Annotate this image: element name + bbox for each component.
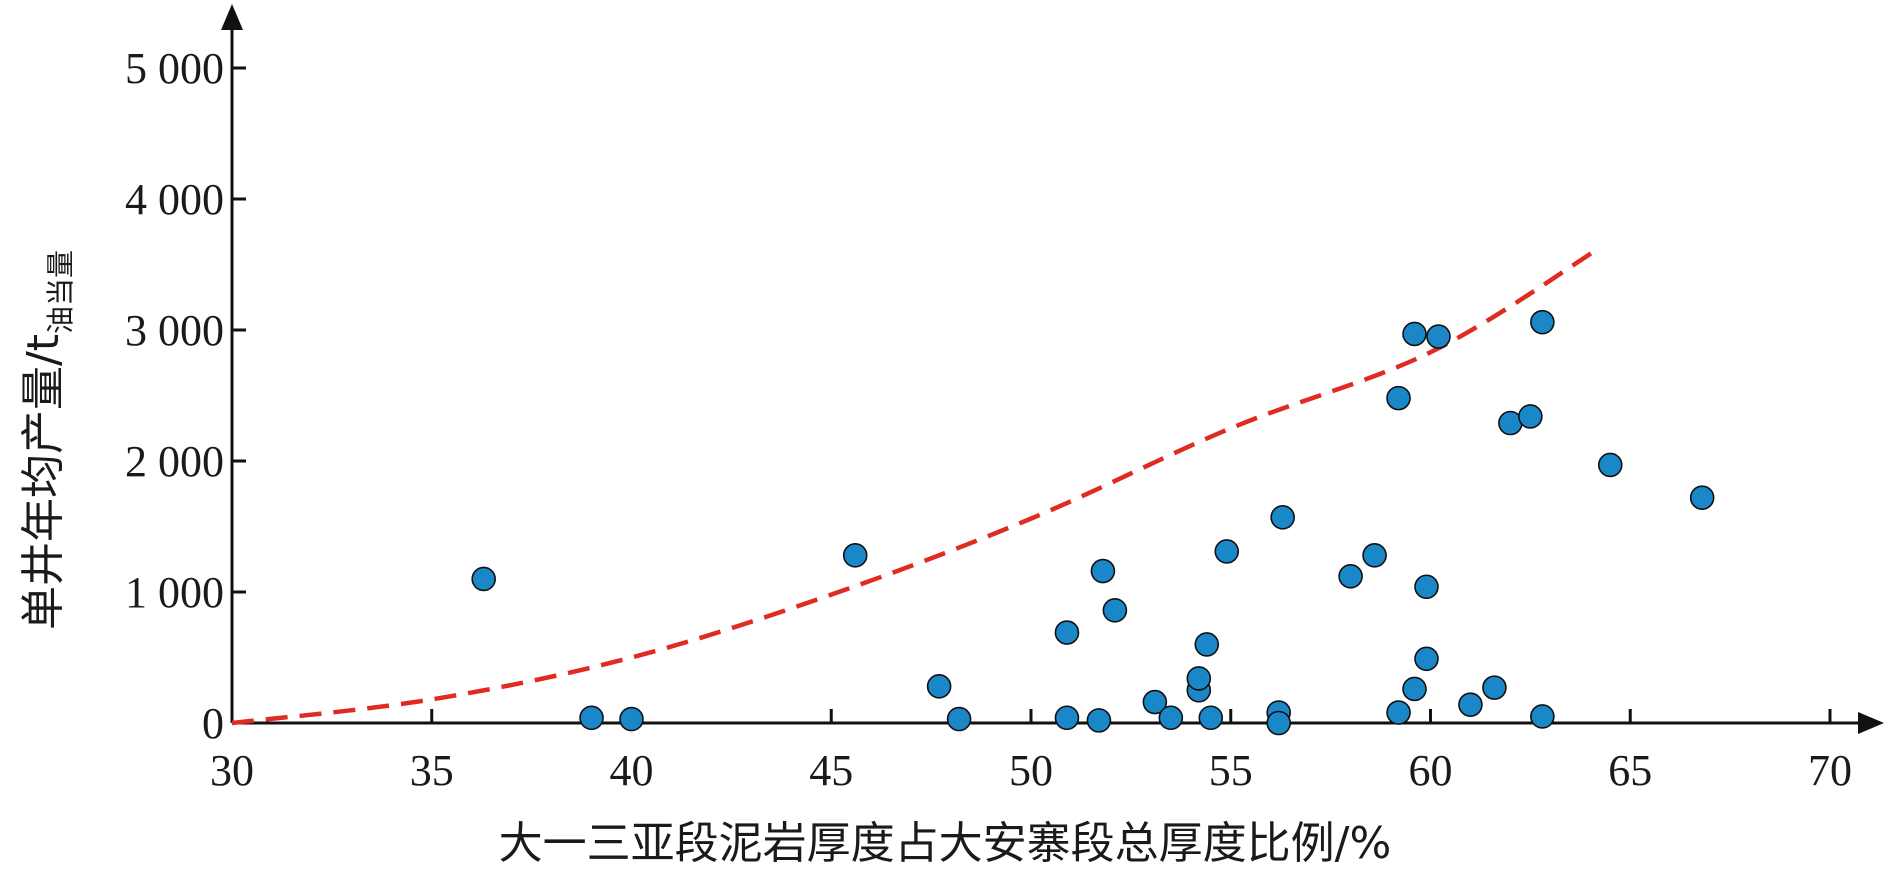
data-point — [1266, 710, 1291, 736]
y-tick-label: 1 000 — [125, 568, 224, 617]
y-axis-title: 单井年均产量/t油当量 — [18, 250, 77, 630]
y-tick-label: 5 000 — [125, 44, 224, 93]
data-point — [1482, 675, 1507, 700]
x-tick-label: 30 — [210, 746, 254, 795]
y-tick-label: 0 — [202, 699, 224, 748]
data-point — [842, 543, 868, 568]
data-point — [471, 566, 496, 592]
x-tick-label: 45 — [809, 746, 853, 795]
data-point — [1530, 309, 1555, 335]
data-point — [1386, 700, 1411, 725]
data-point — [946, 706, 972, 732]
data-point — [1086, 708, 1112, 733]
data-point — [1198, 705, 1224, 731]
data-point — [1458, 692, 1483, 717]
data-point — [1386, 385, 1411, 411]
data-point — [1530, 704, 1555, 729]
data-point — [1214, 539, 1240, 564]
data-point — [1158, 705, 1184, 731]
y-axis-title-main: 单井年均产量/t — [18, 334, 69, 630]
axes — [221, 4, 1884, 734]
y-ticks: 0 1 000 2 000 3 000 4 000 5 000 — [125, 44, 246, 748]
data-point — [1402, 676, 1427, 702]
data-point — [1402, 321, 1427, 347]
x-tick-label: 50 — [1009, 746, 1053, 795]
data-points — [471, 309, 1715, 736]
data-point — [1414, 574, 1439, 600]
data-point — [1054, 620, 1080, 645]
y-tick-label: 2 000 — [125, 437, 224, 486]
data-point — [1142, 689, 1168, 715]
x-tick-label: 40 — [610, 746, 654, 795]
y-tick-label: 3 000 — [125, 306, 224, 355]
x-axis-title: 大一三亚段泥岩厚度占大安寨段总厚度比例/% — [499, 818, 1392, 869]
x-tick-label: 70 — [1808, 746, 1852, 795]
trend-line — [231, 246, 1600, 726]
x-tick-label: 60 — [1409, 746, 1453, 795]
x-tick-label: 35 — [410, 746, 454, 795]
data-point — [579, 705, 604, 731]
y-axis-arrow — [221, 4, 243, 30]
y-tick-label: 4 000 — [125, 175, 224, 224]
data-point — [1102, 598, 1128, 623]
data-point — [1090, 558, 1116, 584]
data-point — [1518, 404, 1543, 429]
data-point — [1414, 646, 1439, 672]
data-point — [1186, 666, 1212, 691]
data-point — [1597, 452, 1623, 478]
data-point — [926, 674, 952, 699]
x-axis-arrow — [1858, 712, 1884, 734]
x-tick-label: 55 — [1209, 746, 1253, 795]
data-point — [1689, 485, 1715, 510]
data-point — [1338, 563, 1363, 589]
data-point — [1194, 632, 1220, 657]
data-point — [1054, 705, 1080, 731]
y-axis-title-subscript: 油当量 — [44, 250, 77, 334]
data-point — [1362, 543, 1387, 568]
data-point — [1426, 324, 1451, 349]
x-tick-label: 65 — [1608, 746, 1652, 795]
x-ticks: 30 35 40 45 50 55 60 65 70 — [210, 709, 1852, 795]
data-point — [1270, 505, 1295, 530]
data-point — [619, 706, 644, 732]
